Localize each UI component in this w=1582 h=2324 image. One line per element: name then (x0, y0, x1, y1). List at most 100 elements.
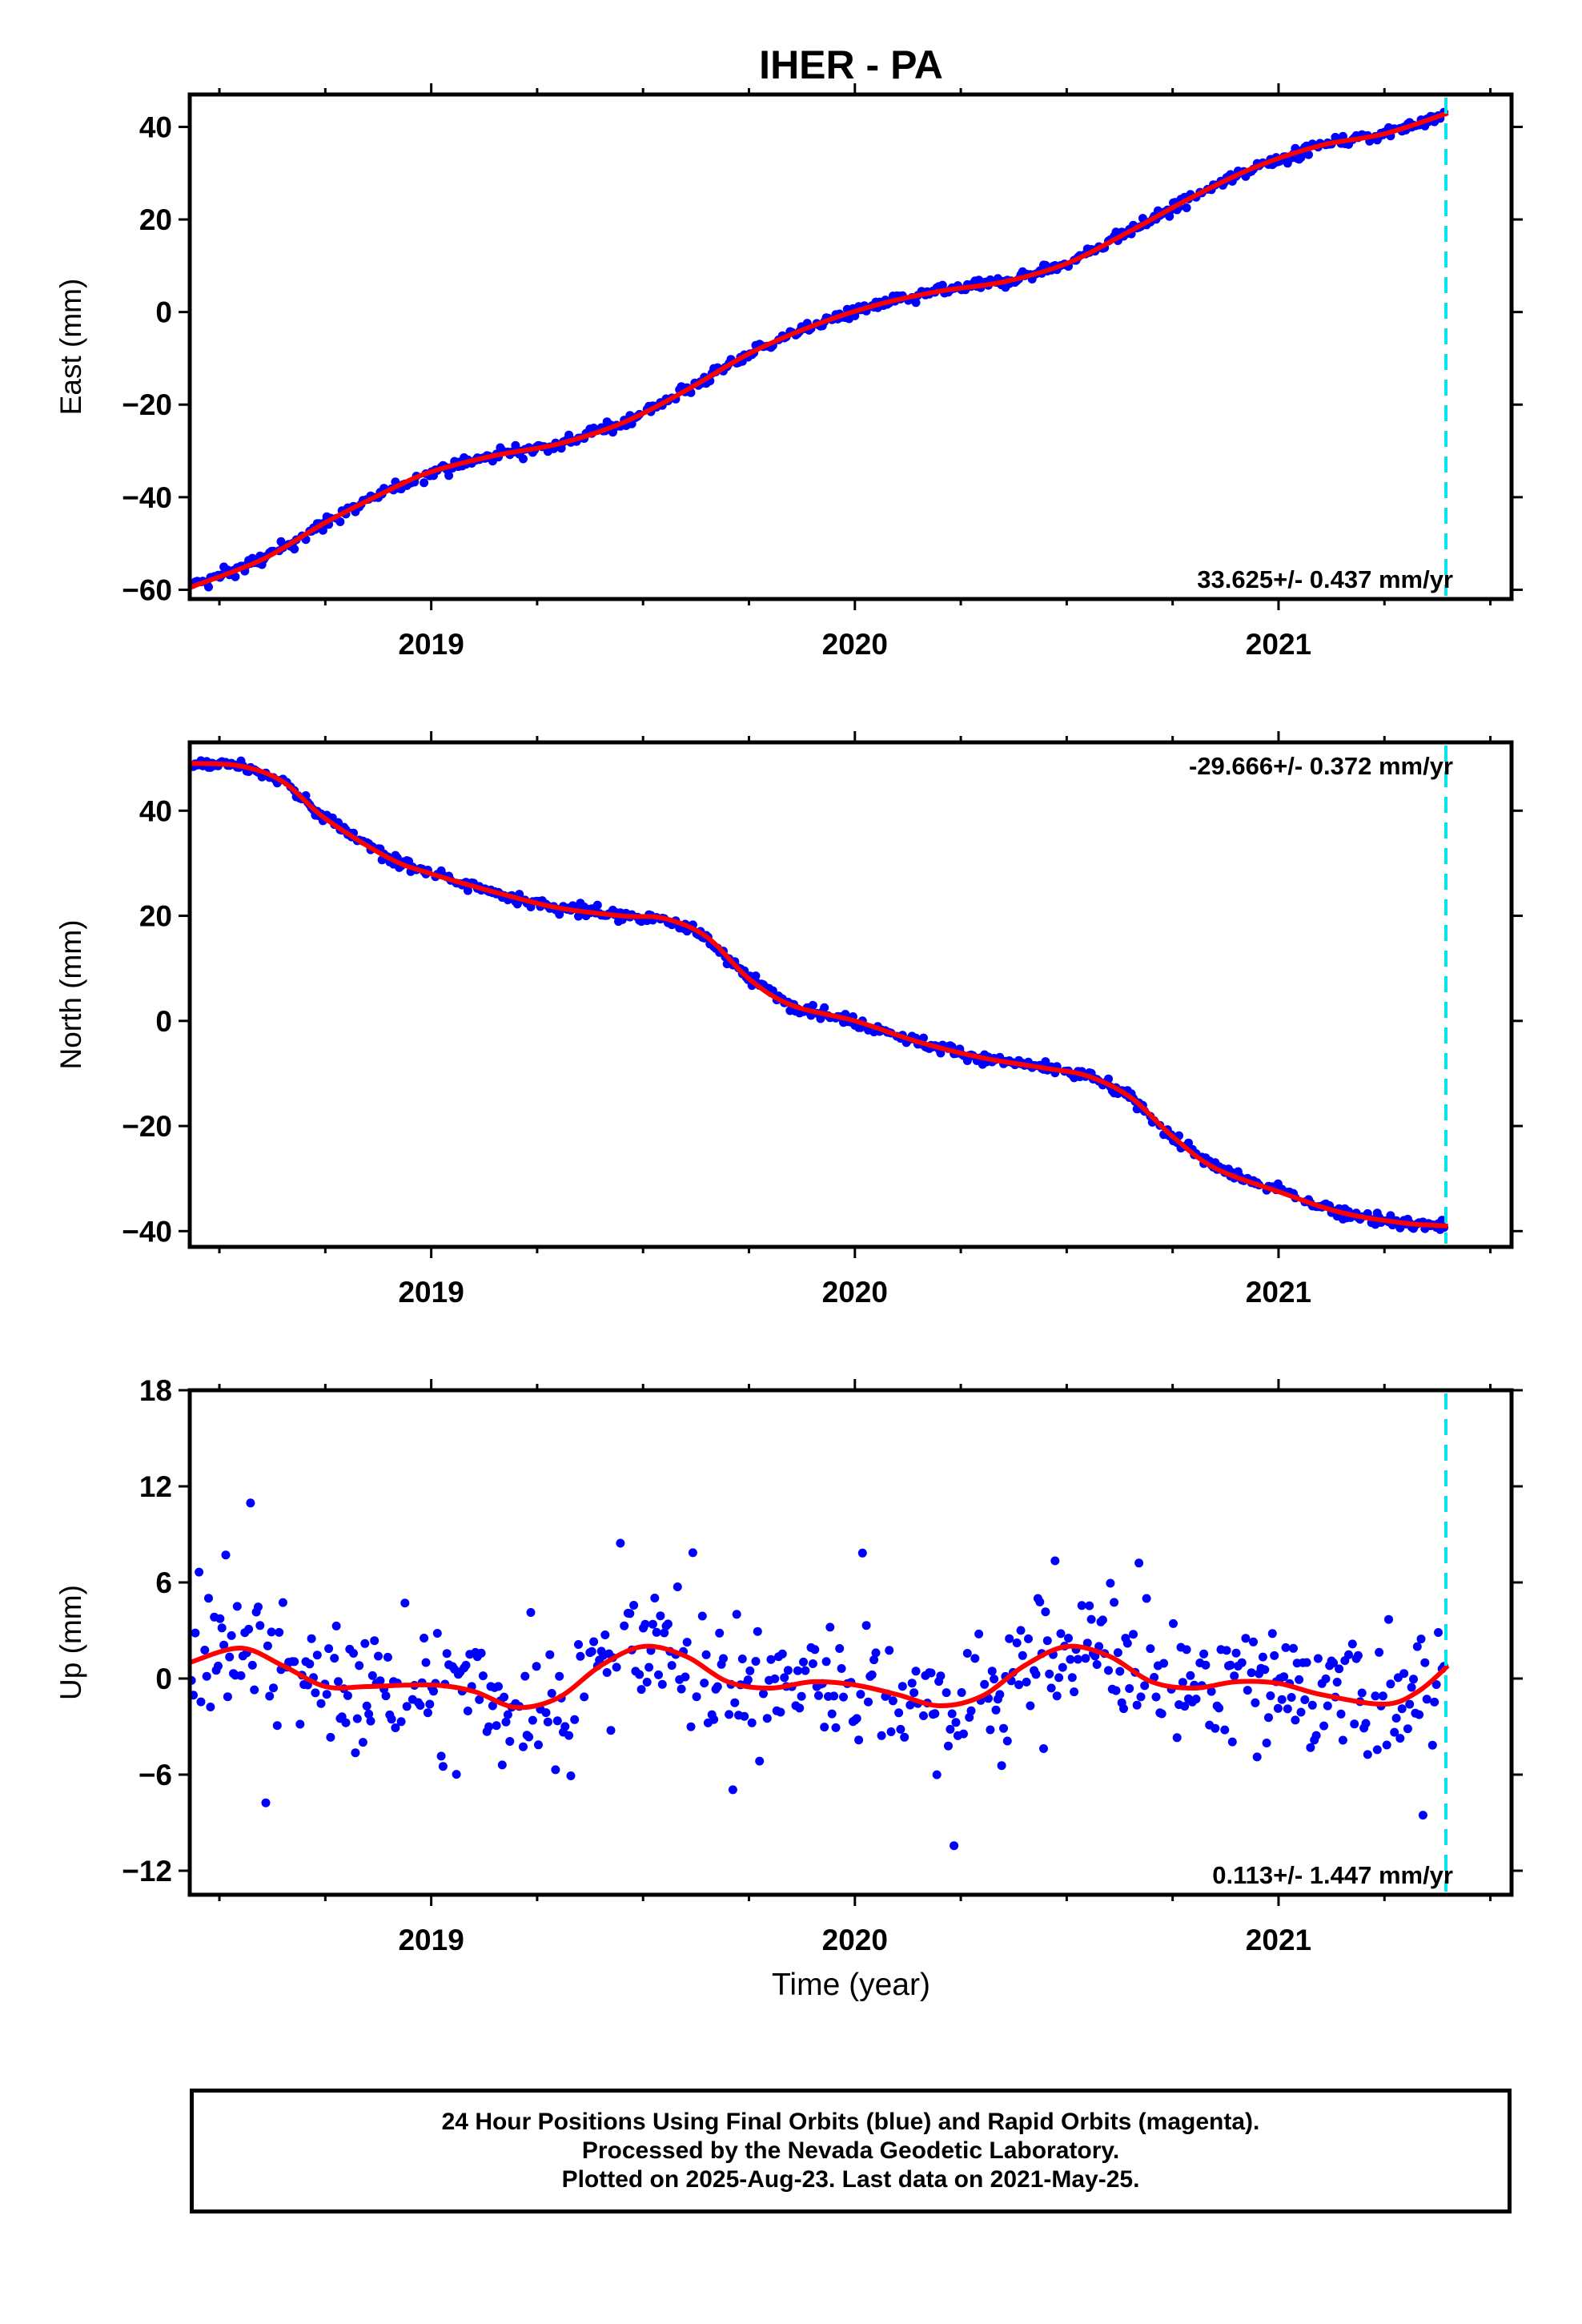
y-tick-label: 40 (139, 111, 172, 143)
data-point (396, 1717, 406, 1727)
data-point (1050, 1556, 1060, 1566)
data-point (1035, 1597, 1045, 1606)
data-point (1104, 1666, 1113, 1675)
data-point (225, 1652, 235, 1662)
data-point (524, 1732, 534, 1742)
data-point (1199, 1649, 1209, 1659)
caption-line-3: Plotted on 2025-Aug-23. Last data on 202… (561, 2166, 1140, 2193)
data-point (777, 1649, 787, 1659)
data-point (589, 1637, 599, 1647)
y-tick-label: 0 (155, 296, 172, 329)
data-point (640, 1619, 650, 1629)
rate-label: -29.666+/- 0.372 mm/yr (1189, 752, 1453, 780)
data-point (820, 1723, 829, 1732)
data-point (438, 1762, 448, 1771)
data-point (497, 1760, 507, 1770)
data-point (766, 1655, 776, 1664)
data-point (636, 1685, 646, 1695)
data-points (190, 1498, 1449, 1851)
data-point (1077, 1601, 1086, 1610)
data-point (974, 1629, 984, 1638)
data-point (364, 1709, 374, 1719)
data-point (770, 1674, 780, 1683)
data-point (334, 1677, 343, 1687)
y-tick-label: 18 (139, 1374, 172, 1407)
data-point (290, 545, 299, 554)
data-point (1430, 1697, 1439, 1707)
data-point (612, 1663, 621, 1672)
data-point (740, 1711, 749, 1721)
data-point (492, 1721, 501, 1731)
data-point (351, 1748, 360, 1758)
data-point (352, 1714, 362, 1723)
data-point (1026, 1701, 1035, 1711)
caption-line-1: 24 Hour Positions Using Final Orbits (bl… (441, 2109, 1260, 2135)
data-point (620, 1621, 629, 1630)
data-point (1386, 1679, 1395, 1689)
data-point (1407, 1683, 1416, 1692)
data-point (1335, 1664, 1344, 1674)
data-point (1052, 1691, 1062, 1701)
data-point (592, 900, 602, 910)
data-point (1054, 1673, 1064, 1683)
data-point (534, 1740, 543, 1750)
x-tick-label: 2019 (398, 628, 464, 661)
x-tick-label: 2020 (822, 1924, 888, 1956)
data-point (1307, 1700, 1317, 1710)
data-point (1251, 1698, 1260, 1707)
data-point (436, 1751, 446, 1761)
rate-label: 0.113+/- 1.447 mm/yr (1212, 1861, 1453, 1889)
data-point (795, 1703, 805, 1713)
data-point (1169, 1618, 1178, 1628)
data-point (657, 1679, 667, 1689)
data-point (1157, 1709, 1166, 1719)
data-point (808, 1659, 817, 1668)
data-point (191, 1628, 200, 1638)
data-point (701, 1650, 711, 1659)
data-point (854, 1735, 864, 1745)
data-point (1182, 1645, 1191, 1655)
data-point (1331, 132, 1340, 142)
data-point (625, 1609, 635, 1618)
data-point (751, 971, 761, 981)
data-point (1113, 1648, 1122, 1658)
data-point (1081, 1654, 1090, 1663)
data-point (783, 1666, 793, 1675)
data-point (814, 1691, 823, 1700)
y-tick-label: −20 (122, 1110, 172, 1143)
data-point (966, 1706, 976, 1715)
data-point (587, 1647, 596, 1656)
data-point (896, 1724, 905, 1734)
data-point (1094, 1642, 1104, 1651)
data-point (909, 1688, 919, 1698)
data-point (1403, 1724, 1412, 1734)
data-point (1230, 1671, 1239, 1681)
data-point (1287, 1693, 1296, 1702)
data-point (1382, 1740, 1391, 1750)
data-point (1146, 1644, 1155, 1654)
rate-label: 33.625+/- 0.437 mm/yr (1197, 565, 1453, 593)
data-point (360, 1638, 370, 1648)
data-point (290, 1657, 299, 1667)
data-point (547, 1689, 556, 1698)
y-tick-label: −6 (139, 1759, 172, 1791)
data-point (606, 1726, 616, 1735)
data-point (1338, 1735, 1347, 1745)
y-tick-label: 6 (155, 1566, 172, 1599)
data-point (709, 1715, 719, 1724)
data-point (1111, 1686, 1121, 1695)
data-point (1344, 1650, 1353, 1659)
data-point (642, 1678, 652, 1687)
data-point (1207, 1687, 1216, 1696)
data-point (484, 1722, 494, 1731)
data-point (275, 1627, 284, 1637)
data-point (255, 1621, 265, 1630)
data-point (629, 1601, 639, 1610)
data-point (700, 1679, 709, 1688)
data-point (1237, 1658, 1247, 1667)
data-point (204, 582, 213, 592)
data-point (370, 1636, 379, 1646)
data-point (195, 1567, 204, 1577)
data-point (962, 1649, 972, 1658)
data-point (375, 1676, 385, 1686)
